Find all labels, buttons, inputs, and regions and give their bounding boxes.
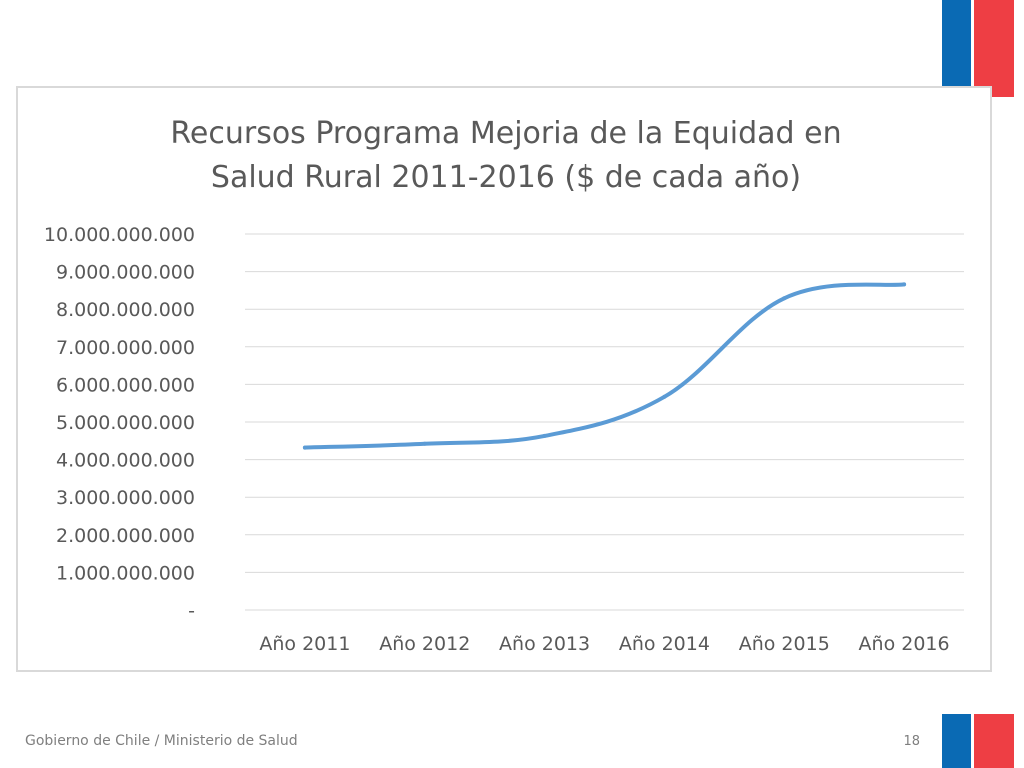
chart-title: Recursos Programa Mejoria de la Equidad …: [0, 112, 1012, 200]
data-point: [542, 433, 547, 438]
y-tick-label: 5.000.000.000: [56, 412, 195, 434]
y-axis-tick-labels: - 1.000.000.000 2.000.000.000 3.000.000.000…: [44, 224, 195, 622]
series: [302, 282, 907, 450]
y-tick-label: 4.000.000.000: [56, 450, 195, 472]
page-number: 18: [903, 734, 920, 749]
x-tick-label: Año 2011: [259, 633, 350, 655]
data-point: [302, 445, 307, 450]
chile-flag-top: [942, 0, 1014, 97]
data-point: [662, 394, 667, 399]
y-tick-label: 9.000.000.000: [56, 262, 195, 284]
y-tick-label: 1.000.000.000: [56, 562, 195, 584]
x-tick-label: Año 2014: [619, 633, 710, 655]
flag-red-stripe: [974, 714, 1014, 768]
y-tick-label: 6.000.000.000: [56, 374, 195, 396]
y-tick-label: 10.000.000.000: [44, 224, 195, 246]
chile-flag-bottom: [942, 714, 1014, 768]
chart-title-line-2: Salud Rural 2011-2016 ($ de cada año): [210, 160, 802, 195]
chart-frame: [16, 86, 992, 672]
footer-text: Gobierno de Chile / Ministerio de Salud: [25, 733, 298, 749]
data-point: [782, 296, 787, 301]
flag-red-stripe: [974, 0, 1014, 97]
x-tick-label: Año 2015: [739, 633, 830, 655]
series-line: [302, 282, 907, 450]
y-tick-label: 8.000.000.000: [56, 299, 195, 321]
x-axis-tick-labels: Año 2011 Año 2012 Año 2013 Año 2014 Año 2015…: [259, 633, 949, 655]
y-tick-label: 2.000.000.000: [56, 525, 195, 547]
flag-blue-stripe: [942, 0, 971, 97]
flag-blue-stripe: [942, 714, 971, 768]
y-tick-label: 7.000.000.000: [56, 337, 195, 359]
chart-title-line-1: Recursos Programa Mejoria de la Equidad …: [170, 116, 842, 151]
y-tick-label: 3.000.000.000: [56, 487, 195, 509]
y-tick-label: -: [188, 600, 195, 622]
x-tick-label: Año 2013: [499, 633, 590, 655]
data-point: [902, 282, 907, 287]
x-tick-label: Año 2016: [859, 633, 950, 655]
data-point: [422, 441, 427, 446]
x-tick-label: Año 2012: [379, 633, 470, 655]
